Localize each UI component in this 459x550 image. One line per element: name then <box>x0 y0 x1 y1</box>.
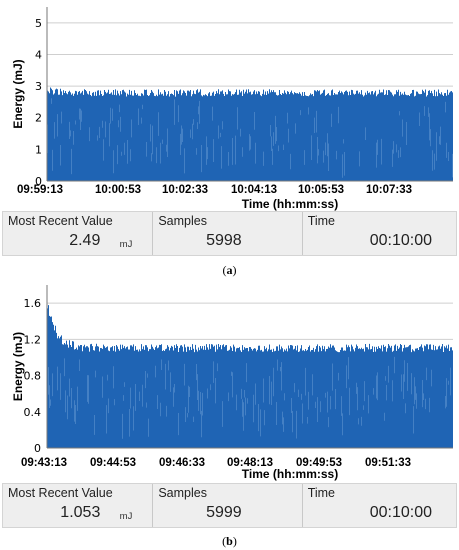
most-recent-unit: mJ <box>119 239 133 250</box>
y-axis-title: Energy (mJ) <box>11 332 25 401</box>
most-recent-value-label: Most Recent Value <box>8 214 113 228</box>
x-tick-label: 09:44:53 <box>90 457 136 469</box>
y-tick-label: 1 <box>35 143 42 156</box>
caption-letter: a <box>226 263 233 277</box>
most-recent-value: 1.053 <box>60 504 101 521</box>
x-tick-label: 09:46:33 <box>159 457 205 469</box>
energy-panel-a: 0 1 2 3 4 5 09:59:13 10:00:53 10:02:33 10:04:13 10… <box>2 7 457 277</box>
most-recent-value-label: Most Recent Value <box>8 486 113 500</box>
x-tick-label: 10:02:33 <box>162 184 208 196</box>
energy-chart: 0 1 2 3 4 5 09:59:13 10:00:53 10:02:33 10:04:13 10… <box>11 7 453 211</box>
y-tick-label: 4 <box>35 48 42 61</box>
x-tick-label: 09:43:13 <box>21 457 67 469</box>
y-tick-label: 0 <box>34 442 41 455</box>
most-recent-unit: mJ <box>119 511 133 522</box>
samples-cell: Samples 5999 <box>153 484 303 527</box>
x-tick-label: 09:48:13 <box>227 457 273 469</box>
y-tick-label: 2 <box>35 112 42 125</box>
x-tick-label: 10:05:53 <box>298 184 344 196</box>
samples-value: 5998 <box>206 232 242 249</box>
figure-caption: (a) <box>222 263 237 277</box>
most-recent-value-cell: Most Recent Value 2.49 mJ <box>3 212 154 255</box>
caption-letter: b <box>226 534 233 548</box>
y-tick-label: 5 <box>35 17 42 30</box>
y-tick-label: 1.2 <box>24 333 42 346</box>
y-tick-label: 0 <box>35 175 42 188</box>
time-cell: Time 00:10:00 <box>303 484 456 527</box>
x-axis-title: Time (hh:mm:ss) <box>242 197 338 211</box>
y-tick-label: 0.8 <box>24 370 42 383</box>
stats-bar: Most Recent Value 1.053 mJ Samples 5999 … <box>2 483 457 528</box>
y-tick-label: 3 <box>35 80 42 93</box>
samples-value: 5999 <box>206 504 242 521</box>
time-value: 00:10:00 <box>369 232 432 249</box>
y-tick-label: 0.4 <box>24 406 42 419</box>
time-label: Time <box>307 486 336 500</box>
x-tick-label: 10:07:33 <box>366 184 412 196</box>
x-tick-label: 09:51:33 <box>365 457 411 469</box>
energy-panel-b: 0 0.4 0.8 1.2 1.6 09:43:13 09:44:53 09:46:33 09:… <box>0 277 459 550</box>
x-tick-label: 09:59:13 <box>17 184 63 196</box>
y-axis-title: Energy (mJ) <box>11 59 25 128</box>
most-recent-value: 2.49 <box>69 232 101 249</box>
samples-cell: Samples 5998 <box>153 212 303 255</box>
x-tick-label: 10:00:53 <box>95 184 141 196</box>
samples-label: Samples <box>158 214 207 228</box>
time-cell: Time 00:10:00 <box>303 212 456 255</box>
y-tick-label: 1.6 <box>24 297 42 310</box>
time-label: Time <box>307 214 336 228</box>
time-value: 00:10:00 <box>369 504 432 521</box>
samples-label: Samples <box>158 486 207 500</box>
energy-chart: 0 0.4 0.8 1.2 1.6 09:43:13 09:44:53 09:46:33 09:… <box>11 285 453 481</box>
stats-bar: Most Recent Value 2.49 mJ Samples 5998 T… <box>2 211 457 256</box>
x-tick-label: 10:04:13 <box>231 184 277 196</box>
x-tick-label: 09:49:53 <box>296 457 342 469</box>
x-axis-title: Time (hh:mm:ss) <box>242 467 338 481</box>
figure-caption: (b) <box>222 534 237 548</box>
most-recent-value-cell: Most Recent Value 1.053 mJ <box>3 484 154 527</box>
